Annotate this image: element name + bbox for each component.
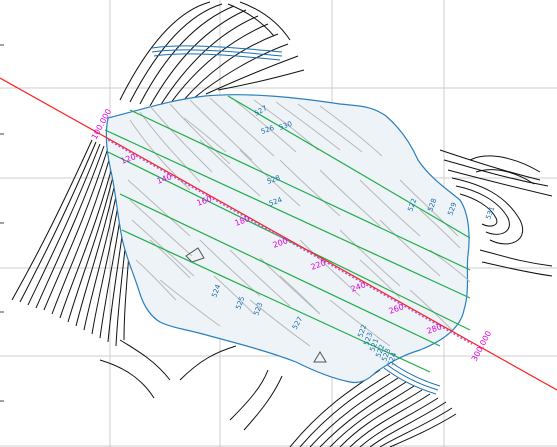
station-label: 300.000 [470,329,493,362]
cross-section-lines [104,95,471,373]
pond-feature [185,247,205,263]
alignment-axis [0,77,557,391]
frame-ticks [0,44,4,402]
elevation-label: 531 [484,205,496,220]
outer-contours-top [119,1,305,107]
inner-contours [127,97,471,347]
small-pit-feature [313,351,327,363]
dense-contour-top [151,45,283,61]
dense-contour-bottom [383,359,441,395]
outer-contours-right [439,149,553,277]
alignment-chainage [107,139,473,345]
